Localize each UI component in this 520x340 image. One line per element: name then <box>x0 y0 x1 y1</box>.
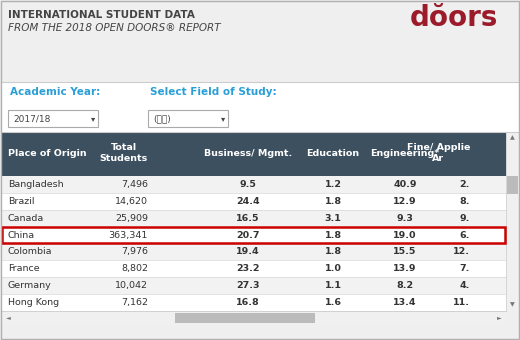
FancyBboxPatch shape <box>1 260 506 277</box>
Text: 11.: 11. <box>453 298 470 307</box>
Text: ◄: ◄ <box>6 316 10 321</box>
Text: 19.0: 19.0 <box>393 231 417 240</box>
Text: 1.8: 1.8 <box>324 248 342 256</box>
Text: 23.2: 23.2 <box>236 264 260 273</box>
FancyBboxPatch shape <box>1 82 519 132</box>
FancyBboxPatch shape <box>1 311 506 325</box>
Text: ►: ► <box>497 316 501 321</box>
Text: INTERNATIONAL STUDENT DATA: INTERNATIONAL STUDENT DATA <box>8 10 195 20</box>
Text: 27.3: 27.3 <box>236 281 260 290</box>
Text: (全部): (全部) <box>153 114 171 123</box>
Text: 7,162: 7,162 <box>121 298 148 307</box>
FancyBboxPatch shape <box>175 313 315 323</box>
FancyBboxPatch shape <box>1 210 506 227</box>
Text: Place of Origin: Place of Origin <box>8 149 87 157</box>
Text: Education: Education <box>306 149 359 157</box>
Text: Fine/ Applie
Ar: Fine/ Applie Ar <box>407 143 470 163</box>
Text: Academic Year:: Academic Year: <box>10 87 100 97</box>
FancyBboxPatch shape <box>1 277 506 294</box>
Text: 1.8: 1.8 <box>324 197 342 206</box>
FancyBboxPatch shape <box>1 227 506 243</box>
Text: Canada: Canada <box>8 214 44 223</box>
Text: 25,909: 25,909 <box>115 214 148 223</box>
Text: China: China <box>8 231 35 240</box>
Text: 4.: 4. <box>460 281 470 290</box>
Text: 9.: 9. <box>460 214 470 223</box>
Text: 12.: 12. <box>453 248 470 256</box>
Text: Hong Kong: Hong Kong <box>8 298 59 307</box>
Text: dŏors: dŏors <box>410 4 498 32</box>
Text: 1.2: 1.2 <box>324 180 342 189</box>
Text: Germany: Germany <box>8 281 52 290</box>
FancyBboxPatch shape <box>148 110 228 127</box>
Text: 19.4: 19.4 <box>236 248 260 256</box>
FancyBboxPatch shape <box>1 132 506 176</box>
FancyBboxPatch shape <box>1 193 506 210</box>
Text: 20.7: 20.7 <box>236 231 260 240</box>
Text: Business/ Mgmt.: Business/ Mgmt. <box>204 149 292 157</box>
Text: 7.: 7. <box>460 264 470 273</box>
Text: Brazil: Brazil <box>8 197 34 206</box>
FancyBboxPatch shape <box>506 132 519 311</box>
Text: ▲: ▲ <box>510 136 515 140</box>
FancyBboxPatch shape <box>1 132 506 325</box>
Text: 1.8: 1.8 <box>324 231 342 240</box>
Text: ▾: ▾ <box>91 114 95 123</box>
Text: Engineering*: Engineering* <box>370 149 439 157</box>
Text: Total
Students: Total Students <box>100 143 148 163</box>
Text: 16.8: 16.8 <box>236 298 260 307</box>
Text: 14,620: 14,620 <box>115 197 148 206</box>
Text: 2017/18: 2017/18 <box>13 114 50 123</box>
Text: 13.9: 13.9 <box>393 264 417 273</box>
Text: 10,042: 10,042 <box>115 281 148 290</box>
Text: 9.3: 9.3 <box>397 214 413 223</box>
Text: 3.1: 3.1 <box>324 214 342 223</box>
Text: ▾: ▾ <box>221 114 225 123</box>
Text: 8,802: 8,802 <box>121 264 148 273</box>
Text: 363,341: 363,341 <box>109 231 148 240</box>
Text: 15.5: 15.5 <box>393 248 417 256</box>
Text: 12.9: 12.9 <box>393 197 417 206</box>
Text: 8.: 8. <box>460 197 470 206</box>
Text: ▼: ▼ <box>510 303 515 307</box>
Text: Select Field of Study:: Select Field of Study: <box>150 87 277 97</box>
Text: Colombia: Colombia <box>8 248 53 256</box>
FancyBboxPatch shape <box>8 110 98 127</box>
Text: 7,496: 7,496 <box>121 180 148 189</box>
Text: 2.: 2. <box>460 180 470 189</box>
FancyBboxPatch shape <box>1 176 506 193</box>
Text: 16.5: 16.5 <box>236 214 260 223</box>
FancyBboxPatch shape <box>507 176 518 194</box>
Text: 1.6: 1.6 <box>324 298 342 307</box>
Text: 9.5: 9.5 <box>240 180 256 189</box>
Text: 6.: 6. <box>460 231 470 240</box>
Text: 1.0: 1.0 <box>324 264 342 273</box>
Text: Bangladesh: Bangladesh <box>8 180 63 189</box>
Text: 13.4: 13.4 <box>393 298 417 307</box>
FancyBboxPatch shape <box>1 294 506 311</box>
FancyBboxPatch shape <box>1 1 519 82</box>
FancyBboxPatch shape <box>1 243 506 260</box>
Text: 7,976: 7,976 <box>121 248 148 256</box>
Text: 1.1: 1.1 <box>324 281 342 290</box>
Text: FROM THE 2018 OPEN DOORS® REPORT: FROM THE 2018 OPEN DOORS® REPORT <box>8 23 220 33</box>
Text: 24.4: 24.4 <box>236 197 260 206</box>
Text: France: France <box>8 264 40 273</box>
Text: 8.2: 8.2 <box>396 281 413 290</box>
Text: 40.9: 40.9 <box>393 180 417 189</box>
